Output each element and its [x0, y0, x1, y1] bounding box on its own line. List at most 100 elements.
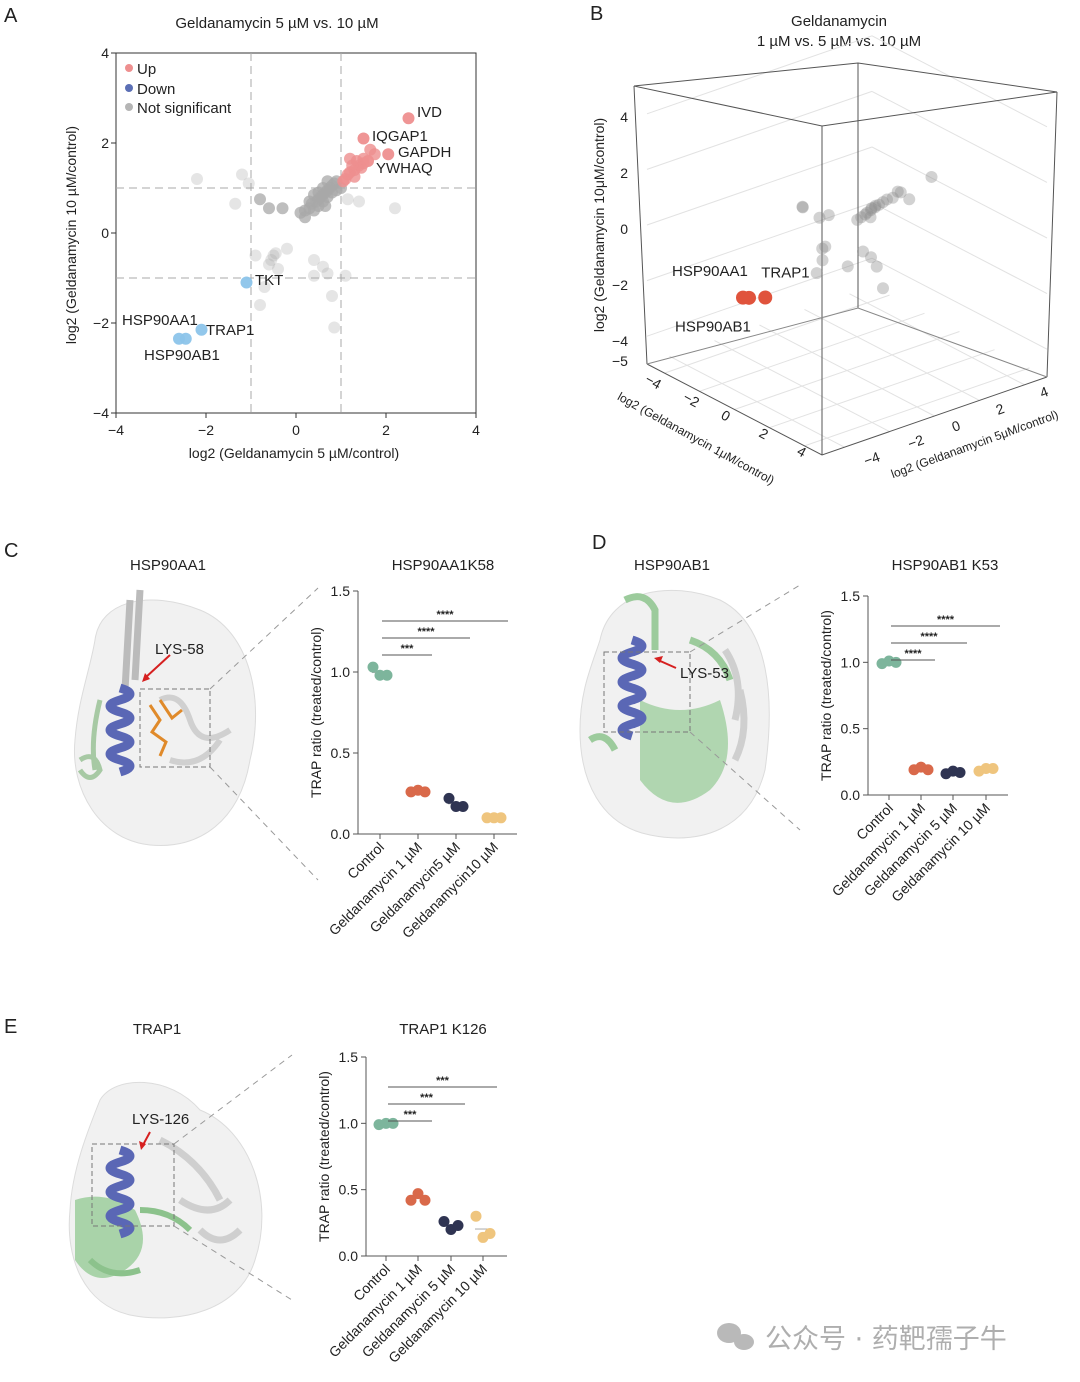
y-tick-label: 4	[101, 45, 109, 61]
chart-a-legend: Up Down Not significant	[125, 61, 232, 117]
point-label: HSP90AA1	[672, 263, 748, 280]
data-point	[242, 177, 255, 190]
point-label: GAPDH	[398, 144, 451, 161]
chart-c: HSP90AA1K58 0.0 0.5 1.0 1.5 TRAP ratio (treat…	[308, 557, 517, 941]
legend-marker-up	[125, 64, 133, 72]
wechat-icon	[717, 1323, 741, 1343]
data-point-ivd	[402, 112, 415, 125]
significance-label: ****	[904, 648, 922, 660]
x-tick-label: 2	[757, 425, 772, 443]
data-point	[258, 281, 271, 293]
grid-line	[871, 202, 1048, 295]
grid-line	[871, 257, 1048, 350]
significance-label: ***	[404, 1109, 418, 1121]
z-tick-label: −2	[612, 277, 628, 293]
legend-label-up: Up	[137, 61, 156, 78]
residue-label-d: LYS-53	[680, 665, 729, 682]
legend-label-ns: Not significant	[137, 100, 232, 117]
data-point	[249, 249, 262, 262]
x-tick-label: −4	[108, 422, 124, 438]
data-point	[869, 201, 881, 214]
data-point	[236, 168, 248, 181]
y-tick-label: 1.5	[339, 1049, 359, 1065]
point-label: TRAP1	[206, 322, 254, 339]
residue-label-c: LYS-58	[155, 641, 204, 658]
y-axis-label: TRAP ratio (treated/control)	[308, 627, 324, 798]
panel-label-b: B	[590, 3, 603, 25]
data-point	[816, 242, 829, 255]
y-tick-label: 0	[101, 225, 109, 241]
data-point	[308, 269, 320, 282]
significance-label: ****	[937, 614, 955, 626]
data-point	[822, 209, 835, 222]
y-tick-label: 0.0	[331, 826, 351, 842]
data-point	[922, 764, 934, 776]
x-tick-label: 0	[292, 422, 300, 438]
y-tick-label: 4	[1038, 383, 1051, 401]
protein-structure-trap1: TRAP1 LYS-126	[68, 1021, 293, 1319]
data-point-hsp90ab1	[736, 290, 750, 305]
data-point	[381, 669, 393, 681]
data-point	[339, 269, 352, 282]
significance-label: ****	[417, 626, 435, 638]
data-point	[903, 193, 916, 206]
grid-line	[871, 35, 1048, 128]
data-point-trap1	[758, 290, 773, 305]
x-tick-label: −4	[643, 371, 665, 393]
corner-tick-label: −5	[612, 353, 628, 369]
chart-b-subtitle: 1 µM vs. 5 µM vs. 10 µM	[757, 33, 921, 50]
data-point	[870, 260, 883, 273]
data-point	[299, 211, 311, 224]
data-point	[419, 786, 431, 798]
data-point	[881, 193, 893, 206]
data-point	[865, 202, 878, 215]
data-point	[484, 1227, 496, 1239]
legend-marker-ns	[125, 103, 133, 111]
data-point	[796, 201, 809, 214]
grid-line	[734, 331, 960, 410]
y-tick-label: 0.0	[841, 787, 861, 803]
data-point	[495, 812, 507, 824]
y-tick-label: 1.5	[331, 583, 351, 599]
y-tick-label: 2	[101, 135, 109, 151]
data-point	[263, 202, 275, 215]
panel-label-a: A	[4, 5, 18, 27]
data-point	[191, 173, 203, 185]
data-point	[319, 200, 332, 212]
point-label: YWHAQ	[376, 160, 433, 177]
panel-label-e: E	[4, 1016, 17, 1038]
data-point	[841, 260, 854, 273]
chart-a-title: Geldanamycin 5 µM vs. 10 µM	[175, 15, 378, 32]
y-tick-label: 0.5	[339, 1182, 359, 1198]
y-tick-label: 0.5	[841, 721, 861, 737]
significance-label: ***	[420, 1092, 434, 1104]
data-point	[438, 1216, 450, 1228]
data-point	[457, 800, 469, 812]
point-label: TKT	[255, 272, 283, 289]
data-point	[855, 211, 868, 224]
watermark-text: 公众号 · 药靶孺子牛	[765, 1324, 1007, 1355]
point-label: HSP90AA1	[122, 312, 198, 329]
protein-structure-hsp90ab1: HSP90AB1 LYS-53	[579, 557, 801, 839]
data-point	[353, 195, 365, 208]
y-tick-label: −4	[93, 405, 109, 421]
data-point	[389, 202, 401, 215]
residue-label-e: LYS-126	[132, 1111, 189, 1128]
protein-structure-hsp90aa1: HSP90AA1 LYS-58	[73, 557, 319, 881]
chart-b-title: Geldanamycin	[791, 13, 887, 30]
data-point	[851, 213, 864, 226]
data-point	[810, 267, 823, 280]
grid-line	[646, 146, 873, 226]
data-point-hsp90ab1	[173, 332, 185, 345]
data-point	[816, 254, 829, 267]
panel-label-c: C	[4, 540, 18, 562]
protein-name-e: TRAP1	[133, 1021, 181, 1038]
data-point	[865, 251, 877, 264]
chart-b: Geldanamycin 1 µM vs. 5 µM vs. 10 µM HSP…	[591, 13, 1060, 488]
x-tick-label: −2	[681, 389, 703, 411]
data-point	[954, 766, 966, 778]
data-point	[254, 299, 266, 311]
y-tick-label: 1.5	[841, 588, 861, 604]
